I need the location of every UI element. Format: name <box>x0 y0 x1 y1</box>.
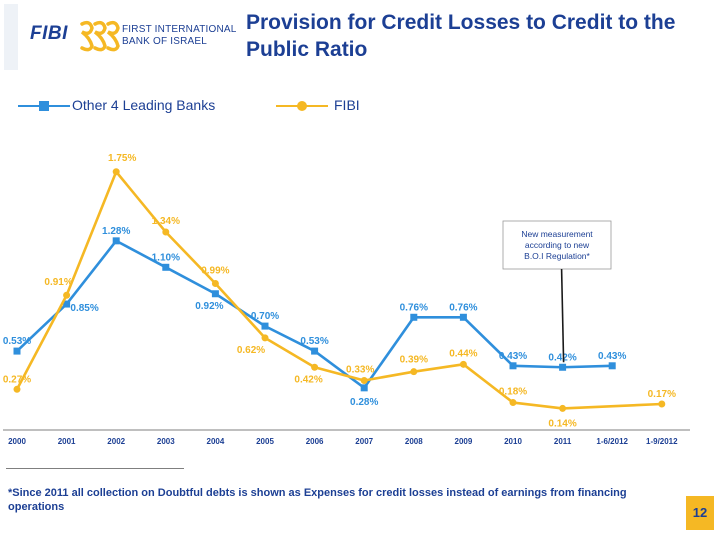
page-number: 12 <box>686 496 714 530</box>
data-point-fibi <box>459 360 467 368</box>
data-label-fibi: 0.33% <box>346 364 374 375</box>
line-chart: 2000 2001 2002 2003 2004 2005 2006 2007 2008 2009… <box>3 153 690 446</box>
page-title: Provision for Credit Losses to Credit to… <box>246 11 676 61</box>
data-point-banks <box>608 362 616 370</box>
data-label-fibi: 1.34% <box>152 216 180 227</box>
data-label-banks: 0.92% <box>195 301 223 312</box>
x-tick-label: 1-6/2012 <box>596 437 628 446</box>
data-point-fibi <box>311 363 319 371</box>
data-point-banks <box>63 300 71 308</box>
x-tick-label: 2008 <box>405 437 423 446</box>
data-label-fibi: 0.91% <box>44 277 72 288</box>
x-tick-label: 2005 <box>256 437 274 446</box>
footnote-separator <box>6 468 184 469</box>
data-point-fibi <box>360 376 368 384</box>
data-label-fibi: 0.14% <box>548 418 576 429</box>
data-point-fibi <box>112 168 120 176</box>
data-point-banks <box>112 237 120 245</box>
data-label-banks: 0.53% <box>3 336 31 347</box>
x-tick-label: 2002 <box>107 437 125 446</box>
footnote: *Since 2011 all collection on Doubtful d… <box>8 487 627 513</box>
data-label-banks: 0.43% <box>598 351 626 362</box>
data-point-fibi <box>559 404 567 412</box>
data-label-banks: 0.85% <box>70 303 98 314</box>
data-point-fibi <box>162 228 170 236</box>
data-point-banks <box>311 347 319 355</box>
logo: FIBI FIRST INTERNATIONAL BANK OF ISRAEL <box>4 4 240 70</box>
data-label-fibi: 0.27% <box>3 374 31 385</box>
x-tick-label: 2001 <box>58 437 76 446</box>
x-tick-label: 2010 <box>504 437 522 446</box>
data-label-fibi: 0.44% <box>449 348 477 359</box>
data-point-banks <box>261 322 269 330</box>
data-point-banks <box>360 384 368 392</box>
data-label-banks: 0.76% <box>449 302 477 313</box>
data-point-banks <box>559 363 567 371</box>
data-point-banks <box>459 313 467 321</box>
data-label-fibi: 0.42% <box>294 374 322 385</box>
annotation-box <box>502 220 612 270</box>
data-label-banks: 0.53% <box>300 336 328 347</box>
legend-label-fibi: FIBI <box>334 97 360 113</box>
data-point-banks <box>410 313 418 321</box>
logo-line-1: FIRST INTERNATIONAL <box>122 24 237 35</box>
data-label-banks: 0.42% <box>548 352 576 363</box>
logo-stripe <box>4 4 18 70</box>
x-tick-label: 2003 <box>157 437 175 446</box>
annotation-pointer <box>560 268 565 363</box>
data-label-banks: 0.70% <box>251 311 279 322</box>
x-tick-label: 2011 <box>554 437 572 446</box>
data-label-fibi: 0.99% <box>201 265 229 276</box>
data-point-fibi <box>410 368 418 376</box>
data-label-banks: 0.76% <box>400 302 428 313</box>
data-point-banks <box>162 263 170 271</box>
x-tick-label: 2009 <box>455 437 473 446</box>
legend-marker-banks <box>39 101 49 111</box>
data-point-fibi <box>509 399 517 407</box>
logo-mark-icon <box>80 20 120 52</box>
data-point-fibi <box>658 400 666 408</box>
data-label-fibi: 0.62% <box>237 345 265 356</box>
x-tick-label: 2000 <box>8 437 26 446</box>
data-point-fibi <box>13 385 21 393</box>
annotation-text: New measurement according to new B.O.I Reg… <box>521 229 593 261</box>
data-label-fibi: 1.75% <box>108 153 136 164</box>
legend-label-banks: Other 4 Leading Banks <box>72 97 216 113</box>
x-tick-label: 2007 <box>355 437 373 446</box>
x-tick-label: 2006 <box>306 437 324 446</box>
data-label-banks: 0.43% <box>499 351 527 362</box>
data-label-banks: 1.28% <box>102 226 130 237</box>
logo-line-2: BANK OF ISRAEL <box>122 36 208 47</box>
x-tick-label: 1-9/2012 <box>646 437 678 446</box>
logo-brand: FIBI <box>30 23 68 44</box>
data-point-fibi <box>211 279 219 287</box>
series-line-fibi <box>15 170 662 410</box>
data-label-fibi: 0.17% <box>648 389 676 400</box>
data-label-banks: 1.10% <box>152 252 180 263</box>
data-label-banks: 0.28% <box>350 397 378 408</box>
data-label-fibi: 0.39% <box>400 355 428 366</box>
data-point-banks <box>509 362 517 370</box>
data-point-fibi <box>261 334 269 342</box>
data-point-banks <box>13 347 21 355</box>
x-tick-label: 2004 <box>207 437 225 446</box>
data-label-fibi: 0.18% <box>499 387 527 398</box>
data-point-fibi <box>63 291 71 299</box>
data-point-banks <box>211 290 219 298</box>
legend-marker-fibi <box>297 101 307 111</box>
